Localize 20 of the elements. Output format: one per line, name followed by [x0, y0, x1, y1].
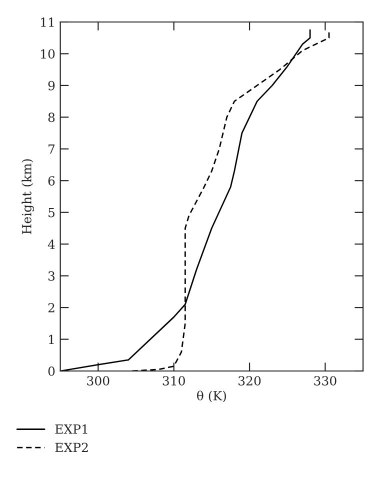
legend-label: EXP2 — [55, 442, 88, 452]
x-tick-label: 310 — [162, 376, 185, 386]
y-tick-label: 0 — [48, 366, 55, 376]
x-tick-label: 300 — [87, 376, 110, 386]
y-tick-label: 2 — [48, 303, 54, 312]
y-tick-label: 10 — [41, 49, 55, 59]
y-tick-label: 4 — [48, 240, 55, 249]
y-tick-label: 8 — [48, 112, 55, 122]
y-tick-label: 3 — [48, 271, 55, 281]
legend-label: EXP1 — [55, 424, 88, 434]
y-tick-label: 7 — [48, 144, 55, 154]
y-tick-label: 11 — [41, 17, 54, 27]
y-tick-label: 9 — [48, 80, 55, 90]
y-axis-title: Height (km) — [22, 159, 34, 234]
y-tick-label: 6 — [48, 176, 55, 186]
y-tick-label: 1 — [49, 334, 54, 344]
x-tick-label: 330 — [314, 376, 336, 386]
x-axis-title: θ (K) — [197, 390, 226, 402]
y-tick-label: 5 — [48, 208, 54, 218]
x-tick-label: 320 — [238, 376, 261, 386]
